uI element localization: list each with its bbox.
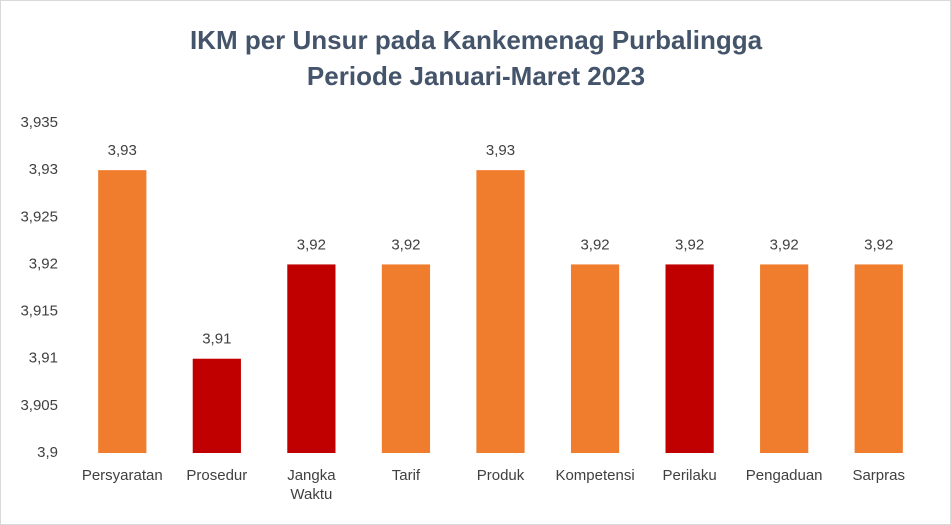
x-tick-label: Kompetensi [555, 466, 634, 485]
x-tick-label: Pengaduan [746, 466, 823, 485]
chart-title: Periode Januari-Maret 2023 [307, 61, 645, 91]
value-label: 3,91 [202, 331, 231, 348]
bar [98, 170, 147, 453]
x-tick-text: Tarif [391, 467, 421, 484]
y-tick-label: 3,925 [20, 208, 58, 225]
y-tick-label: 3,915 [20, 303, 58, 320]
bar [287, 264, 336, 453]
x-tick-label: Prosedur [186, 466, 248, 485]
x-tick-text: Pengaduan [745, 467, 823, 484]
x-tick-text: Sarpras [852, 467, 905, 484]
bar [665, 264, 714, 453]
x-tick-label: Produk [471, 466, 531, 485]
y-tick-label: 3,935 [20, 114, 58, 131]
x-tick-text: Perilaku [662, 467, 717, 484]
x-tick-label: Tarif [376, 466, 436, 485]
value-label: 3,92 [580, 236, 609, 253]
y-tick-label: 3,905 [20, 397, 58, 414]
x-tick-label: Persyaratan [82, 466, 163, 485]
x-tick-label: Jangka Waktu [281, 466, 341, 504]
value-label: 3,93 [486, 142, 515, 159]
value-label: 3,92 [864, 236, 893, 253]
value-label: 3,93 [108, 142, 137, 159]
x-tick-text: Produk [476, 467, 525, 484]
x-tick-text: Prosedur [186, 467, 248, 484]
y-tick-label: 3,93 [29, 161, 58, 178]
x-tick-text: Persyaratan [81, 467, 163, 484]
y-tick-label: 3,9 [37, 444, 58, 461]
bar [570, 264, 620, 453]
chart-title: IKM per Unsur pada Kankemenag Purbalingg… [190, 25, 763, 55]
bar [476, 170, 525, 453]
bar [760, 264, 809, 453]
x-tick-label: Sarpras [849, 466, 909, 485]
value-label: 3,92 [770, 236, 799, 253]
y-tick-label: 3,92 [29, 255, 58, 272]
x-tick-text: Jangka Waktu [287, 467, 336, 503]
bar [381, 264, 431, 453]
bar [854, 264, 903, 453]
x-tick-text: Kompetensi [555, 467, 635, 484]
value-label: 3,92 [297, 236, 326, 253]
bar [192, 358, 241, 453]
y-tick-label: 3,91 [29, 350, 58, 367]
value-label: 3,92 [675, 236, 704, 253]
x-tick-label: Perilaku [660, 466, 720, 485]
value-label: 3,92 [391, 236, 420, 253]
